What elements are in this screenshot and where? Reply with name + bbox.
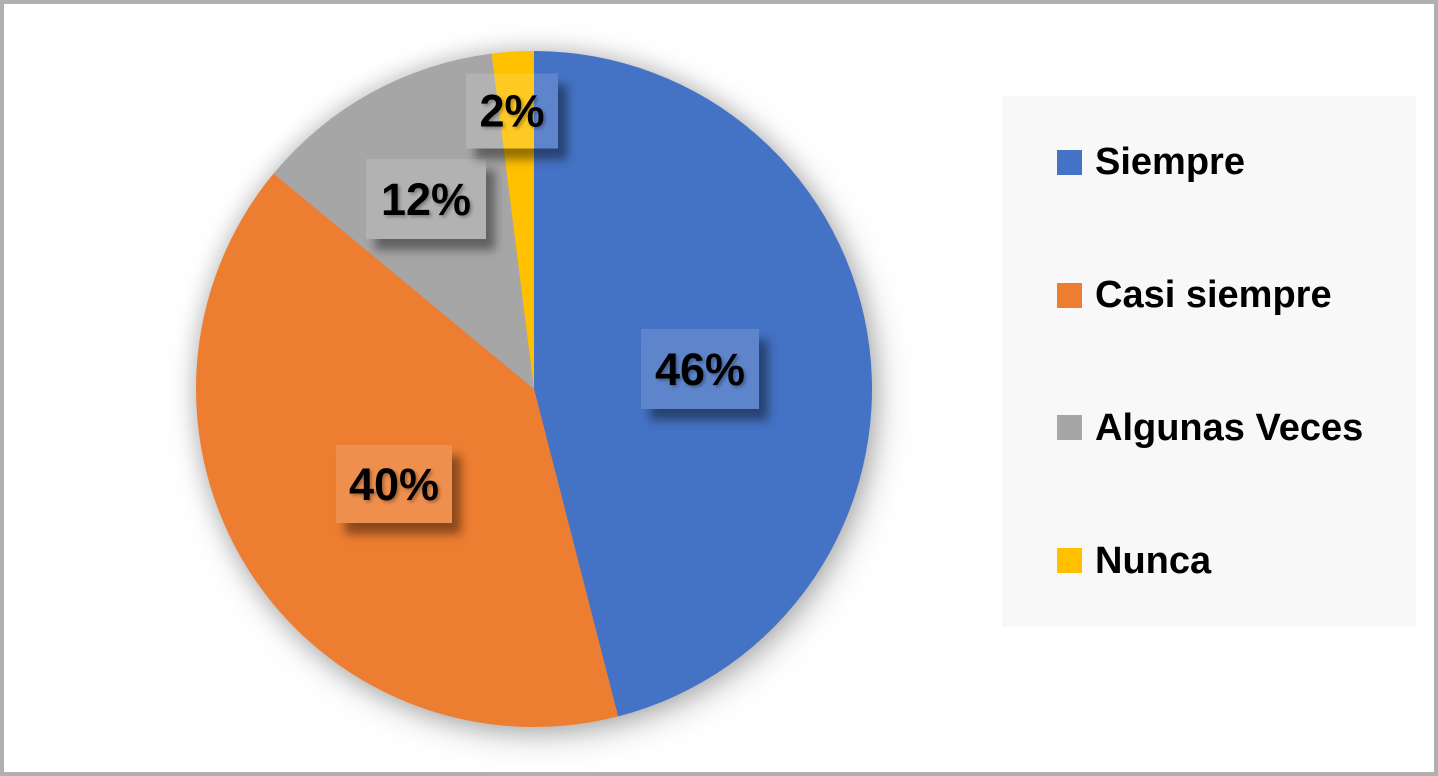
legend-item-siempre[interactable]: Siempre (1002, 143, 1416, 181)
pie-slice-siempre[interactable] (534, 51, 872, 717)
legend-swatch-nunca-icon (1057, 548, 1082, 574)
data-label-algunas-veces: 12% (366, 159, 486, 239)
legend-swatch-casi-siempre-icon (1057, 282, 1082, 308)
legend-swatch-siempre-icon (1057, 149, 1082, 175)
data-label-nunca: 2% (466, 73, 558, 149)
data-label-casi-siempre: 40% (336, 445, 452, 523)
legend-item-algunas-veces[interactable]: Algunas Veces (1002, 409, 1416, 447)
legend-item-casi-siempre[interactable]: Casi siempre (1002, 276, 1416, 314)
legend-label-nunca: Nunca (1095, 539, 1212, 582)
legend-swatch-algunas-veces-icon (1057, 415, 1082, 441)
pie-slice-casi-siempre[interactable] (196, 173, 619, 727)
pie-slice-nunca[interactable] (491, 51, 534, 389)
pie-chart (196, 51, 872, 727)
legend-label-casi-siempre: Casi siempre (1095, 274, 1332, 317)
legend: Siempre Casi siempre Algunas Veces Nunca (1002, 96, 1416, 627)
data-label-siempre: 46% (641, 329, 759, 409)
pie-slice-algunas-veces[interactable] (273, 53, 534, 390)
legend-label-algunas-veces: Algunas Veces (1095, 406, 1364, 449)
legend-item-nunca[interactable]: Nunca (1002, 542, 1416, 580)
legend-label-siempre: Siempre (1095, 141, 1245, 184)
